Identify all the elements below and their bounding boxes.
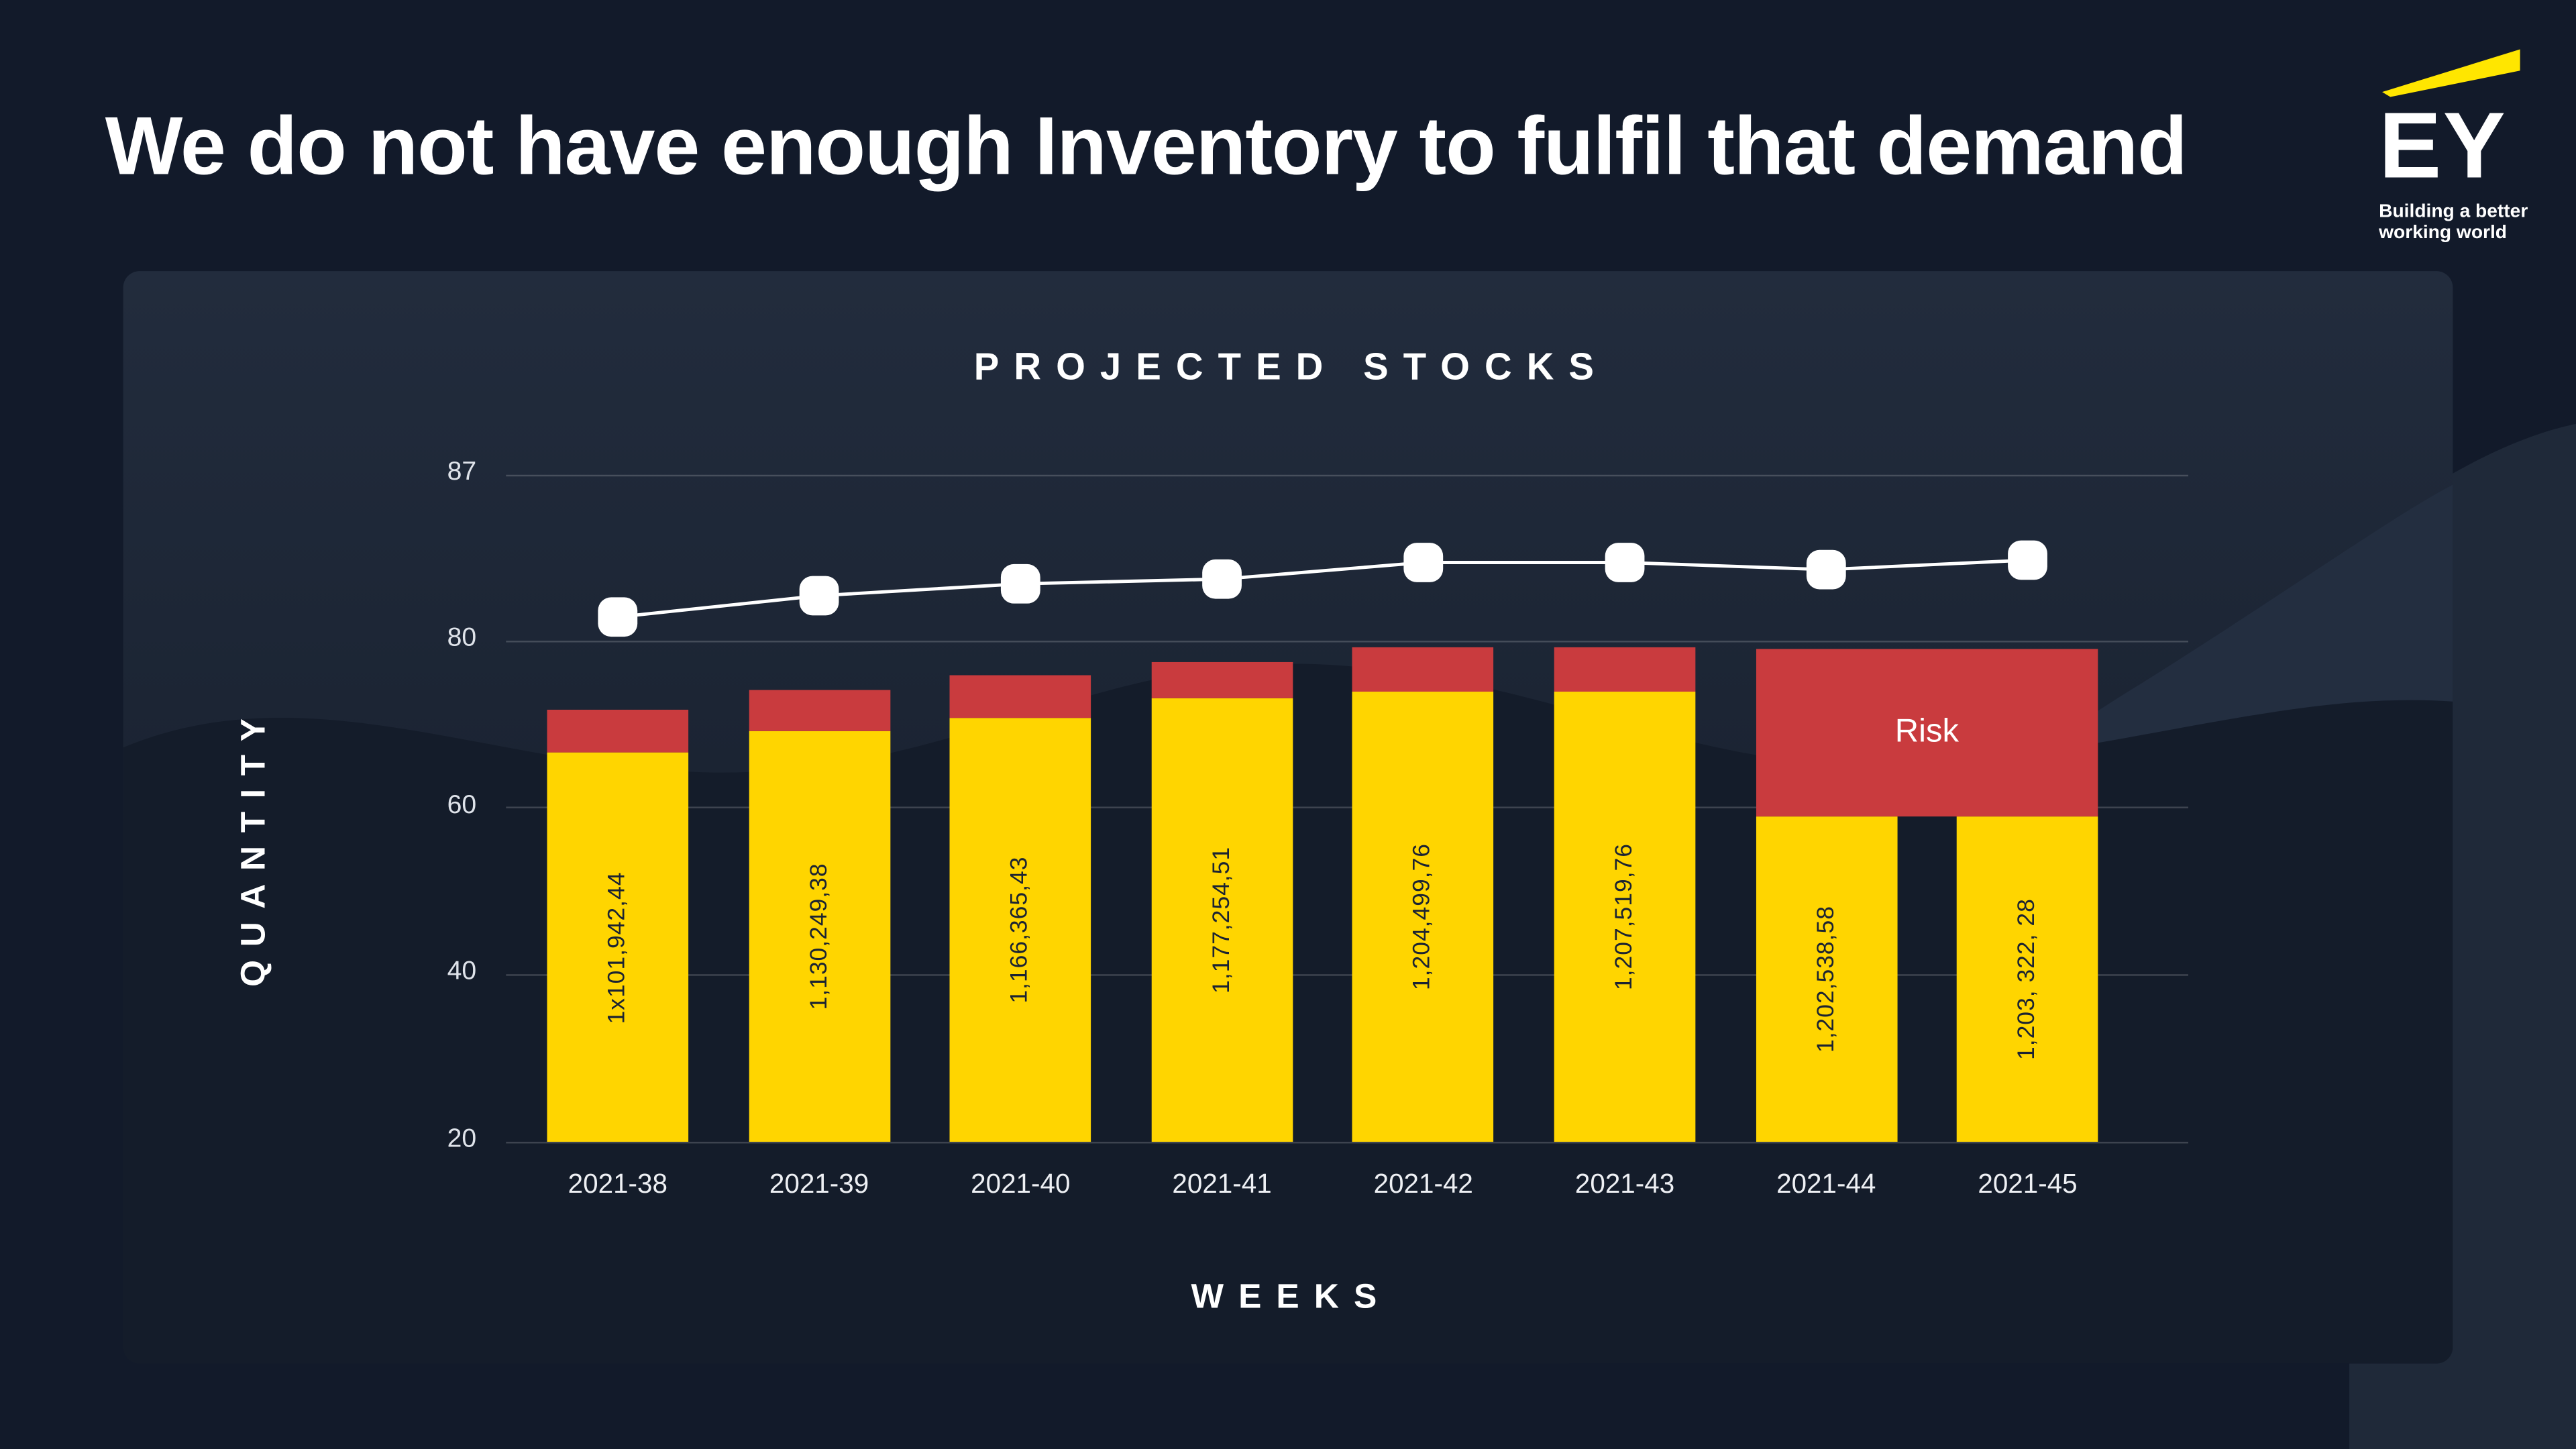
ey-tagline-line2: working world — [2379, 224, 2508, 244]
stock-bar — [748, 731, 890, 1142]
demand-point-marker — [1000, 564, 1040, 604]
page-title: We do not have enough Inventory to fulfi… — [105, 100, 2188, 193]
ey-tagline: Building a better working world — [2379, 202, 2569, 246]
risk-cap-bar — [949, 675, 1091, 718]
gridline — [506, 806, 2189, 809]
y-axis-tick-label: 87 — [447, 458, 477, 486]
risk-cap-bar — [1151, 662, 1293, 698]
gridline — [506, 639, 2189, 642]
risk-cap-bar — [1352, 647, 1495, 692]
risk-zone-label: Risk — [1894, 713, 1960, 750]
stock-bar — [1554, 692, 1696, 1142]
x-axis-tick-label: 2021-44 — [1776, 1169, 1876, 1199]
demand-point-marker — [598, 597, 638, 637]
y-axis-title: QUANTITY — [235, 705, 273, 987]
y-axis-tick-label: 60 — [447, 791, 477, 820]
demand-line — [617, 558, 2028, 619]
demand-point-marker — [2008, 540, 2047, 580]
gridline — [506, 474, 2189, 476]
demand-point-marker — [1806, 549, 1846, 590]
x-axis-tick-label: 2021-43 — [1574, 1169, 1675, 1199]
gridline — [506, 973, 2189, 976]
ey-tagline-line1: Building a better — [2379, 201, 2528, 222]
demand-point-marker — [799, 576, 839, 616]
stock-bar — [547, 752, 689, 1142]
bar-value-label: 1,130,249,38 — [806, 863, 833, 1010]
stock-bar — [1151, 698, 1293, 1142]
stock-bar — [1755, 816, 1897, 1142]
ey-logo-text: EY — [2379, 93, 2508, 199]
bar-value-label: 1,166,365,43 — [1007, 856, 1034, 1004]
bar-value-label: 1,204,499,76 — [1410, 843, 1437, 991]
ey-beam-shape — [2382, 49, 2520, 97]
demand-point-marker — [1403, 543, 1444, 582]
x-axis-tick-label: 2021-45 — [1978, 1169, 2078, 1199]
demand-point-marker — [1202, 559, 1242, 599]
risk-cap-bar — [748, 690, 890, 731]
stock-bar — [1352, 692, 1495, 1142]
stock-bar — [1957, 816, 2098, 1142]
y-axis-tick-label: 80 — [447, 624, 477, 653]
demand-point-marker — [1605, 543, 1645, 582]
bar-value-label: 1,202,538,58 — [1813, 905, 1839, 1053]
x-axis-tick-label: 2021-40 — [971, 1169, 1071, 1199]
ey-logo: EY Building a better working world — [2379, 49, 2569, 246]
x-axis-tick-label: 2021-38 — [568, 1169, 667, 1199]
risk-zone — [1755, 649, 2098, 816]
ey-beam-icon — [2382, 49, 2520, 97]
stock-bar — [949, 717, 1091, 1142]
bar-value-label: 1,203, 322, 28 — [2014, 898, 2041, 1060]
chart-title: PROJECTED STOCKS — [973, 345, 1609, 388]
x-axis-title: WEEKS — [1191, 1278, 1392, 1316]
bar-value-label: 1,177,254,51 — [1208, 846, 1236, 994]
gridline — [506, 1140, 2189, 1143]
x-axis-tick-label: 2021-41 — [1172, 1169, 1272, 1199]
x-axis-tick-label: 2021-42 — [1373, 1169, 1473, 1199]
y-axis-tick-label: 40 — [447, 958, 477, 987]
bar-value-label: 1x101,942,44 — [604, 871, 631, 1024]
bar-value-label: 1,207,519,76 — [1611, 843, 1638, 991]
risk-cap-bar — [547, 710, 689, 753]
x-axis-tick-label: 2021-39 — [769, 1169, 869, 1199]
risk-cap-bar — [1554, 647, 1696, 692]
y-axis-tick-label: 20 — [447, 1125, 477, 1154]
